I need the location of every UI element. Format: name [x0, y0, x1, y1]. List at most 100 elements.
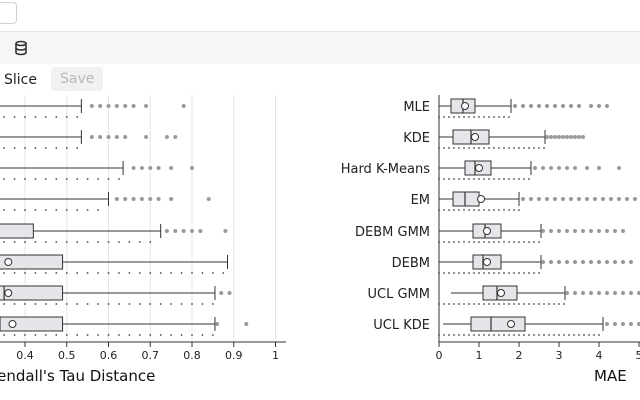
jitter-dot [523, 178, 525, 180]
save-button[interactable]: Save [51, 67, 104, 91]
jitter-dot [513, 241, 515, 243]
jitter-dot [458, 334, 460, 336]
jitter-dot [211, 334, 214, 336]
jitter-dot [55, 334, 58, 336]
jitter-dot [453, 303, 455, 305]
outlier-point [148, 197, 153, 201]
jitter-dot [76, 178, 79, 180]
outlier-point [89, 104, 94, 108]
outlier-point [537, 197, 541, 201]
jitter-dot [473, 178, 475, 180]
outlier-point [589, 291, 593, 295]
outlier-point [637, 322, 640, 326]
outlier-point [190, 166, 194, 170]
x-tick-label: 5 [636, 349, 640, 362]
jitter-dot [86, 334, 89, 336]
jitter-dot [97, 209, 99, 211]
jitter-dot [13, 116, 16, 118]
jitter-dot [468, 303, 470, 305]
jitter-dot [498, 241, 500, 243]
outlier-point [114, 104, 119, 108]
jitter-dot [3, 116, 6, 118]
jitter-dot [44, 209, 47, 211]
jitter-dot [138, 303, 141, 305]
jitter-dot [498, 272, 500, 274]
jitter-dot [543, 147, 545, 149]
jitter-dot [222, 272, 225, 274]
jitter-dot [159, 334, 162, 336]
x-axis-label: Kendall's Tau Distance [0, 367, 155, 385]
jitter-dot [508, 116, 510, 118]
jitter-dot [468, 272, 470, 274]
jitter-dot [453, 334, 455, 336]
jitter-dot [118, 272, 120, 274]
outlier-point [114, 197, 119, 201]
jitter-dot [3, 303, 6, 305]
outlier-point [553, 197, 557, 201]
jitter-dot [483, 272, 485, 274]
outlier-point [601, 197, 605, 201]
jitter-dot [468, 334, 470, 336]
jitter-dot [493, 209, 495, 211]
x-tick-label: 0.5 [58, 349, 76, 362]
outlier-point [589, 229, 593, 233]
jitter-dot [55, 116, 58, 118]
top-bar [0, 0, 640, 30]
input-box[interactable] [0, 2, 17, 24]
jitter-dot [443, 116, 445, 118]
category-label-mle: MLE [403, 100, 430, 115]
jitter-dot [478, 334, 480, 336]
outlier-point [131, 197, 136, 201]
outlier-point [156, 166, 161, 170]
jitter-dot [443, 303, 445, 305]
jitter-dot [453, 116, 455, 118]
jitter-dot [568, 334, 570, 336]
jitter-dot [76, 116, 79, 118]
jitter-dot [563, 334, 565, 336]
mean-marker-debm-gmm [483, 227, 491, 235]
jitter-dot [533, 303, 535, 305]
x-tick-label: 2 [516, 349, 523, 362]
x-axis-label: MAE [594, 367, 627, 385]
jitter-dot [76, 272, 79, 274]
outlier-point [573, 260, 577, 264]
outlier-point [565, 166, 569, 170]
outlier-point [537, 104, 541, 108]
jitter-dot [448, 147, 450, 149]
jitter-dot [488, 209, 490, 211]
jitter-dot [149, 303, 152, 305]
slice-button[interactable]: Slice [4, 72, 37, 88]
jitter-dot [13, 178, 16, 180]
box-em [452, 191, 480, 207]
outlier-point [605, 229, 609, 233]
jitter-dot [3, 241, 6, 243]
jitter-dot [463, 116, 465, 118]
jitter-dot [191, 334, 193, 336]
jitter-dot [478, 178, 480, 180]
jitter-dot [138, 334, 141, 336]
outlier-point [581, 260, 585, 264]
outlier-point [585, 166, 589, 170]
jitter-dot [463, 209, 465, 211]
jitter-dot [44, 178, 47, 180]
jitter-dot [538, 147, 540, 149]
outlier-point [549, 229, 553, 233]
jitter-dot [593, 334, 595, 336]
jitter-dot [473, 272, 475, 274]
jitter-dot [211, 303, 214, 305]
outlier-point [629, 322, 633, 326]
outlier-point [613, 260, 617, 264]
outlier-point [190, 229, 194, 233]
jitter-dot [65, 178, 68, 180]
outlier-point [605, 260, 609, 264]
x-tick-label: 4 [596, 349, 603, 362]
jitter-dot [483, 116, 485, 118]
jitter-dot [578, 334, 580, 336]
outlier-point [541, 166, 545, 170]
outlier-point [569, 135, 573, 139]
outlier-point [549, 135, 553, 139]
outlier-point [114, 135, 119, 139]
database-icon[interactable] [13, 40, 29, 56]
x-tick-label: 0.4 [16, 349, 34, 362]
